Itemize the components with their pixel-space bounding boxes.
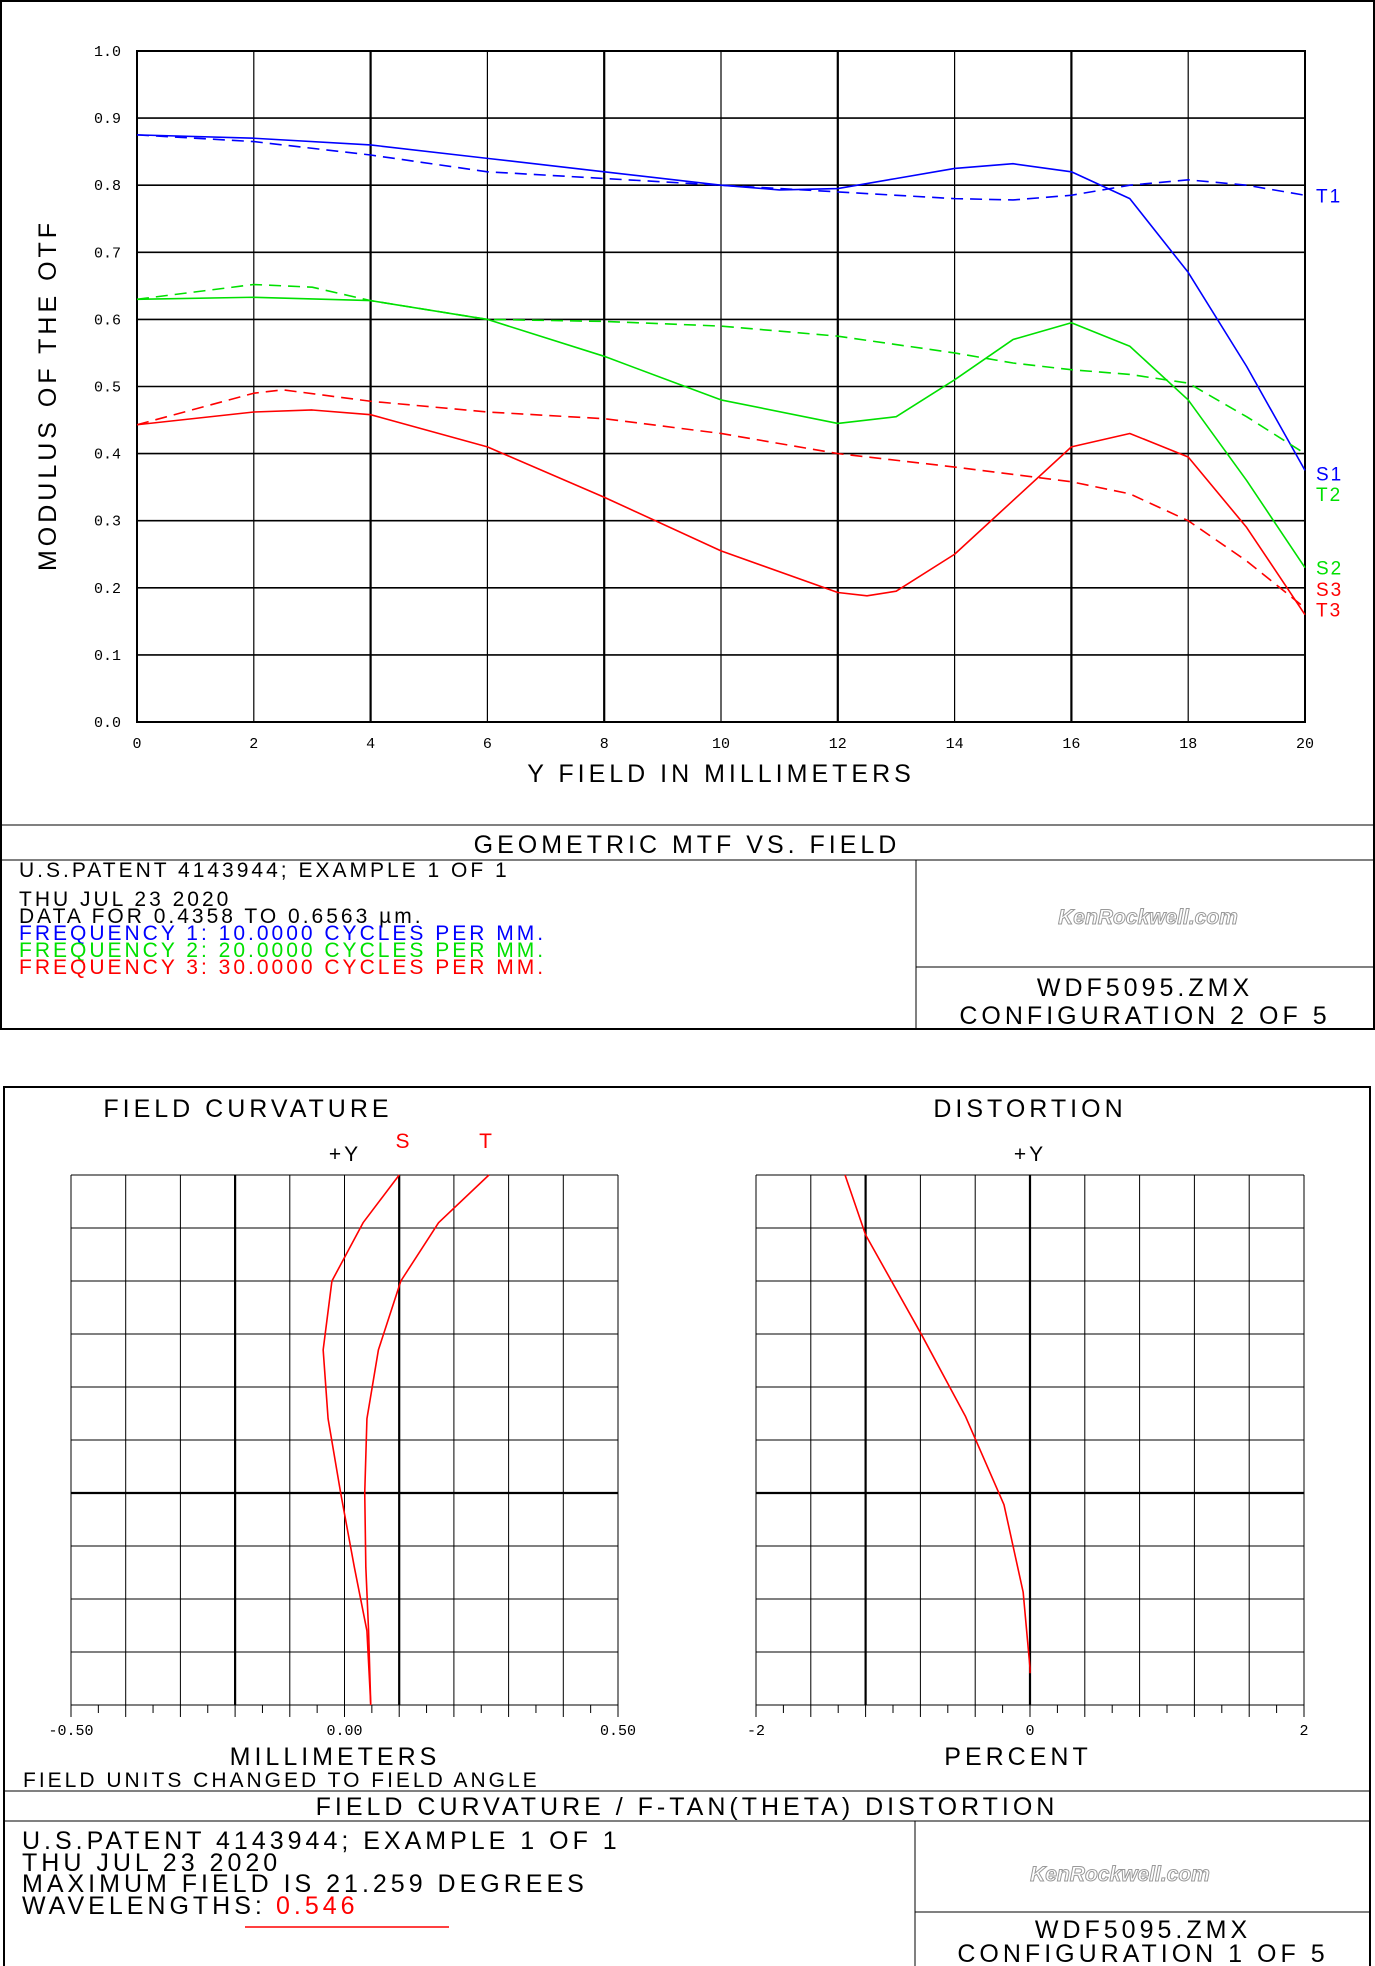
x-tick-label: -2: [747, 1723, 765, 1740]
wavelengths-label: WAVELENGTHS:: [22, 1892, 266, 1920]
file-name: WDF5095.ZMX: [1037, 974, 1253, 1002]
field-units-note: FIELD UNITS CHANGED TO FIELD ANGLE: [23, 1769, 540, 1792]
x-tick-label: 0: [132, 736, 141, 753]
mtf-curve-t2: [136, 283, 1306, 455]
series-label-t3: T3: [1316, 600, 1342, 621]
field-curvature-report: FIELD CURVATURE DISTORTION +Y +Y S T -0.…: [3, 1086, 1371, 1966]
y-tick-label: 0.8: [94, 178, 121, 195]
x-tick-label: 2: [249, 736, 258, 753]
patent-text: U.S.PATENT 4143944; EXAMPLE 1 OF 1: [19, 859, 510, 882]
tangential-label: T: [479, 1130, 495, 1153]
mtf-curve-s1: [136, 134, 1306, 471]
x-tick-label: 0: [1025, 1723, 1034, 1740]
frequency-1-text: FREQUENCY 1: 10.0000 CYCLES PER MM.: [19, 922, 546, 945]
series-label-t2: T2: [1316, 485, 1342, 506]
date-text: THU JUL 23 2020: [19, 888, 231, 911]
x-tick-label: 8: [600, 736, 609, 753]
data-range-text: DATA FOR 0.4358 TO 0.6563 µm.: [19, 905, 424, 928]
curve-t: [363, 1174, 490, 1706]
distortion-plot: -2 0 2: [747, 1174, 1309, 1740]
series-label-t1: T1: [1316, 186, 1342, 207]
max-field-text: MAXIMUM FIELD IS 21.259 DEGREES: [22, 1870, 588, 1898]
x-tick-label: 12: [829, 736, 847, 753]
y-tick-label: 0.9: [94, 111, 121, 128]
mtf-x-axis-label: Y FIELD IN MILLIMETERS: [527, 760, 915, 788]
y-tick-label: 0.3: [94, 514, 121, 531]
fc-frame: [3, 1086, 1371, 1966]
mtf-title: GEOMETRIC MTF VS. FIELD: [474, 831, 901, 859]
x-tick-label: 14: [946, 736, 964, 753]
configuration-text: CONFIGURATION 2 OF 5: [959, 1002, 1330, 1030]
plot-border: [136, 50, 1306, 723]
watermark-logo: KenRockwell.com: [1058, 906, 1238, 929]
fc-x-axis-label: MILLIMETERS: [230, 1743, 441, 1771]
y-tick-label: 1.0: [94, 44, 121, 61]
y-tick-label: 0.1: [94, 648, 121, 665]
x-tick-label: 20: [1296, 736, 1314, 753]
series-label-s1: S1: [1316, 465, 1343, 486]
dist-x-axis-label: PERCENT: [944, 1743, 1091, 1771]
configuration-text: CONFIGURATION 1 OF 5: [957, 1940, 1328, 1966]
file-name: WDF5095.ZMX: [1035, 1916, 1251, 1944]
x-tick-label: 10: [712, 736, 730, 753]
series-label-s2: S2: [1316, 559, 1343, 580]
frequency-3-text: FREQUENCY 3: 30.0000 CYCLES PER MM.: [19, 956, 546, 979]
field-curvature-title: FIELD CURVATURE: [103, 1095, 392, 1123]
y-tick-label: 0.7: [94, 245, 121, 262]
x-tick-label: 18: [1179, 736, 1197, 753]
mtf-report: 0 2 4 6 8 10 12 14 16 18 20 0.0 0.1 0.2 0.3 0.4 0.5 0.6 0.…: [0, 0, 1375, 1030]
wavelength-value: 0.546: [276, 1892, 359, 1920]
series-label-s3: S3: [1316, 580, 1343, 601]
patent-text: U.S.PATENT 4143944; EXAMPLE 1 OF 1: [22, 1827, 621, 1855]
frequency-2-text: FREQUENCY 2: 20.0000 CYCLES PER MM.: [19, 939, 546, 962]
mtf-curve-s3: [136, 409, 1306, 616]
sagittal-label: S: [395, 1130, 412, 1153]
x-tick-label: 16: [1062, 736, 1080, 753]
fc-panel-title: FIELD CURVATURE / F-TAN(THETA) DISTORTIO…: [316, 1793, 1059, 1821]
mtf-frame: [0, 0, 1375, 1030]
x-tick-label: 2: [1299, 1723, 1308, 1740]
fc-plus-y-label: +Y: [329, 1143, 361, 1166]
watermark-logo: KenRockwell.com: [1030, 1863, 1210, 1886]
y-tick-label: 0.5: [94, 380, 121, 397]
y-tick-label: 0.2: [94, 581, 121, 598]
x-tick-label: 0.50: [600, 1723, 636, 1740]
y-tick-label: 0.4: [94, 447, 121, 464]
mtf-y-axis-label: MODULUS OF THE OTF: [34, 219, 62, 571]
x-tick-label: 4: [366, 736, 375, 753]
curve-s: [322, 1174, 400, 1706]
x-tick-label: -0.50: [48, 1723, 93, 1740]
mtf-curve-t3: [136, 389, 1306, 609]
distortion-title: DISTORTION: [933, 1095, 1126, 1123]
y-tick-label: 0.6: [94, 312, 121, 329]
dist-plus-y-label: +Y: [1014, 1143, 1046, 1166]
mtf-plot: 0 2 4 6 8 10 12 14 16 18 20 0.0 0.1 0.2 0.3 0.4 0.5 0.6 0.…: [94, 44, 1343, 753]
mtf-curve-t1: [136, 134, 1306, 201]
x-tick-label: 0.00: [326, 1723, 362, 1740]
x-tick-label: 6: [483, 736, 492, 753]
date-text: THU JUL 23 2020: [22, 1849, 281, 1877]
y-tick-label: 0.0: [94, 715, 121, 732]
curve-distortion: [844, 1174, 1031, 1674]
field-curvature-plot: -0.50 0.00 0.50: [48, 1174, 636, 1740]
